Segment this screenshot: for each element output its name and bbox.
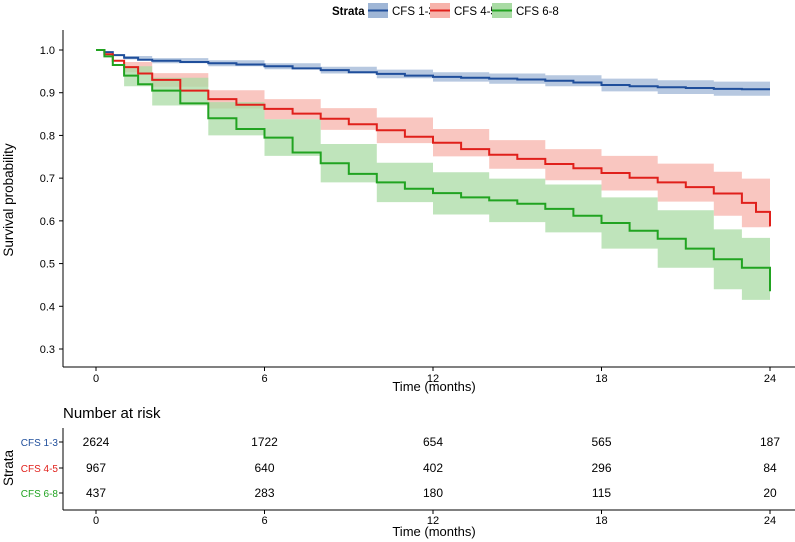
risk-count: 84: [763, 461, 777, 475]
legend-title: Strata: [332, 6, 365, 18]
y-tick-label: 0.9: [40, 88, 55, 100]
y-tick-label: 0.5: [40, 259, 55, 271]
x-tick-label: 24: [764, 373, 776, 385]
survival-curve-cfs-6-8: [96, 49, 771, 292]
x-tick-label: 6: [261, 373, 267, 385]
risk-count: 654: [423, 435, 443, 449]
risk-table: Number at risk Strata CFS 1-3 2624 1722 654…: [1, 405, 795, 539]
risk-row-cfs-4-5: CFS 4-5 967 640 402 296 84: [21, 461, 777, 475]
risk-x-tick-label: 0: [93, 515, 99, 527]
risk-row-cfs-6-8: CFS 6-8 437 283 180 115 20: [21, 486, 777, 500]
risk-table-x-axis: 0 6 12 18 24: [93, 510, 776, 527]
y-axis: 0.3 0.4 0.5 0.6 0.7 0.8 0.9 1.0: [40, 30, 64, 367]
risk-table-title: Number at risk: [63, 405, 161, 422]
y-tick-label: 0.3: [40, 344, 55, 356]
risk-count: 20: [763, 486, 777, 500]
risk-count: 640: [254, 461, 274, 475]
risk-row-label: CFS 6-8: [21, 489, 59, 500]
risk-row-label: CFS 1-3: [21, 438, 59, 449]
x-axis-label: Time (months): [392, 379, 475, 394]
survival-curve-cfs-4-5: [96, 49, 771, 227]
legend-items: CFS 1-3 CFS 4-5 CFS 6-8: [368, 3, 559, 18]
ci-band-cfs-6-8: [96, 50, 770, 322]
risk-table-x-label: Time (months): [392, 524, 475, 539]
ci-band-cfs-4-5: [96, 50, 770, 249]
y-tick-label: 0.8: [40, 130, 55, 142]
risk-table-rows: CFS 1-3 2624 1722 654 565 187 CFS 4-5 967 640 402…: [21, 435, 781, 500]
risk-table-y-label: Strata: [1, 450, 16, 487]
legend: Strata CFS 1-3 CFS 4-5 CFS 6-8: [332, 3, 559, 18]
risk-count: 437: [86, 486, 106, 500]
x-tick-label: 12: [427, 373, 439, 385]
y-tick-label: 1.0: [40, 45, 55, 57]
risk-count: 565: [591, 435, 611, 449]
y-tick-label: 0.7: [40, 173, 55, 185]
legend-item-cfs-1-3: CFS 1-3: [368, 3, 435, 18]
x-tick-label: 0: [93, 373, 99, 385]
legend-label: CFS 4-5: [454, 6, 497, 18]
legend-label: CFS 1-3: [392, 6, 435, 18]
risk-x-tick-label: 6: [261, 515, 267, 527]
risk-row-cfs-1-3: CFS 1-3 2624 1722 654 565 187: [21, 435, 781, 449]
risk-row-label: CFS 4-5: [21, 464, 59, 475]
legend-label: CFS 6-8: [516, 6, 559, 18]
risk-count: 296: [591, 461, 611, 475]
x-tick-label: 18: [595, 373, 607, 385]
legend-item-cfs-6-8: CFS 6-8: [492, 3, 559, 18]
risk-x-tick-label: 18: [595, 515, 607, 527]
risk-count: 967: [86, 461, 106, 475]
survival-curve-cfs-1-3: [96, 49, 770, 91]
legend-item-cfs-4-5: CFS 4-5: [430, 3, 497, 18]
y-tick-label: 0.6: [40, 216, 55, 228]
risk-x-tick-label: 24: [764, 515, 776, 527]
x-axis: 0 6 12 18 24: [63, 366, 795, 385]
risk-count: 1722: [251, 435, 278, 449]
risk-x-tick-label: 12: [427, 515, 439, 527]
risk-count: 283: [254, 486, 274, 500]
y-axis-label: Survival probability: [1, 143, 16, 257]
y-tick-label: 0.4: [40, 301, 55, 313]
risk-count: 402: [423, 461, 443, 475]
risk-count: 180: [423, 486, 443, 500]
risk-count: 2624: [83, 435, 110, 449]
risk-count: 115: [592, 486, 611, 500]
survival-curves: [96, 49, 771, 292]
risk-count: 187: [760, 435, 780, 449]
survival-plot: Survival probability 0.30.40.50.60.70.80…: [1, 30, 795, 394]
